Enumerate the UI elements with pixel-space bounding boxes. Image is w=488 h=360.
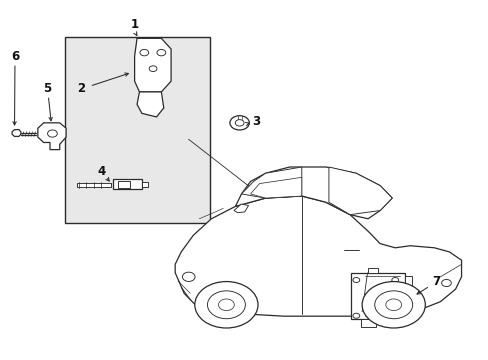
Circle shape: [374, 291, 412, 319]
Bar: [77, 183, 111, 186]
Circle shape: [207, 291, 245, 319]
Circle shape: [362, 282, 425, 328]
Text: 7: 7: [431, 275, 440, 288]
Polygon shape: [12, 130, 21, 136]
Text: 6: 6: [11, 50, 19, 63]
Circle shape: [391, 278, 398, 283]
Text: 4: 4: [97, 165, 105, 177]
Polygon shape: [241, 167, 301, 198]
Circle shape: [194, 282, 258, 328]
Circle shape: [229, 116, 249, 130]
Polygon shape: [175, 196, 461, 316]
Circle shape: [218, 299, 234, 311]
Text: 2: 2: [78, 82, 85, 95]
Circle shape: [385, 299, 401, 311]
Circle shape: [391, 313, 398, 318]
Bar: [142, 181, 148, 186]
Bar: [113, 179, 142, 189]
Polygon shape: [137, 92, 163, 117]
Circle shape: [352, 313, 359, 318]
Bar: [404, 308, 410, 316]
Circle shape: [235, 120, 244, 126]
Polygon shape: [38, 123, 66, 150]
Circle shape: [352, 278, 359, 283]
Text: 1: 1: [131, 18, 139, 31]
Bar: [118, 180, 130, 188]
Bar: [361, 319, 375, 327]
Bar: [64, 37, 210, 223]
Polygon shape: [250, 177, 301, 198]
Polygon shape: [233, 204, 248, 213]
Polygon shape: [134, 38, 171, 92]
Bar: [367, 267, 377, 273]
Text: 5: 5: [43, 82, 52, 95]
Circle shape: [441, 279, 450, 287]
Circle shape: [182, 272, 195, 282]
Polygon shape: [235, 167, 391, 219]
Bar: [404, 276, 411, 287]
Polygon shape: [328, 167, 391, 215]
Text: 3: 3: [252, 114, 260, 127]
Bar: [351, 273, 404, 319]
